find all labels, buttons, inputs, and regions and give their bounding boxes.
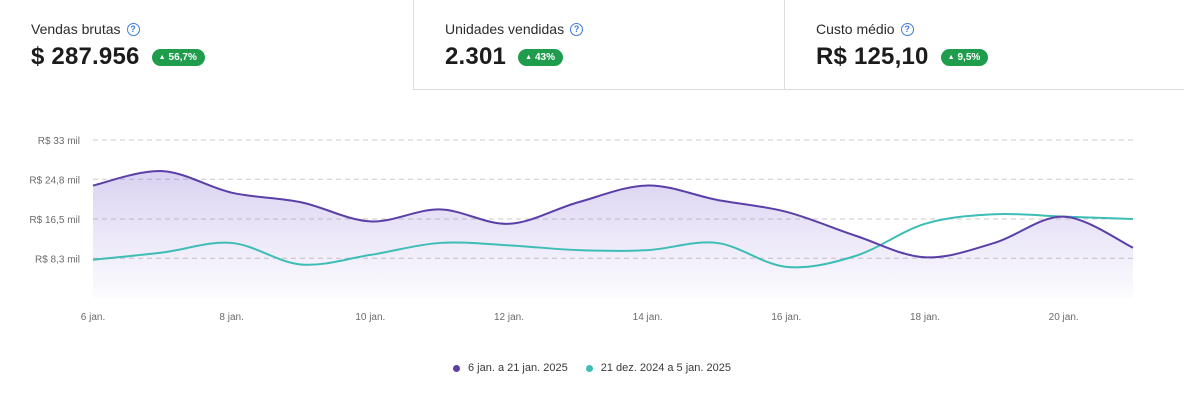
x-tick-label: 20 jan.	[1049, 312, 1079, 323]
kpi-value-line: $ 287.956 ▲ 56,7%	[31, 43, 205, 71]
x-tick-label: 18 jan.	[910, 312, 940, 323]
x-tick-label: 14 jan.	[633, 312, 663, 323]
kpi-label: Custo médio	[816, 21, 895, 37]
legend-item-previous[interactable]: 21 dez. 2024 a 5 jan. 2025	[585, 362, 731, 374]
kpi-value: R$ 125,10	[816, 43, 929, 70]
y-tick-label: R$ 16,5 mil	[29, 215, 80, 226]
x-tick-label: 8 jan.	[219, 312, 243, 323]
legend-item-current[interactable]: 6 jan. a 21 jan. 2025	[453, 362, 568, 374]
delta-badge: ▲ 56,7%	[151, 48, 205, 66]
kpi-label: Vendas brutas	[31, 21, 121, 37]
x-tick-label: 10 jan.	[355, 312, 385, 323]
legend-label-current: 6 jan. a 21 jan. 2025	[468, 362, 568, 374]
kpi-value-line: R$ 125,10 ▲ 9,5%	[816, 43, 989, 71]
chart-legend: 6 jan. a 21 jan. 2025 21 dez. 2024 a 5 j…	[0, 362, 1184, 374]
kpi-label-wrap: Vendas brutas ?	[31, 21, 140, 37]
sales-chart[interactable]: R$ 33 mil R$ 24,8 mil R$ 16,5 mil R$ 8,3 mi…	[0, 100, 1184, 340]
legend-dot-previous	[585, 364, 593, 372]
y-tick-label: R$ 8,3 mil	[35, 254, 80, 265]
x-tick-label: 6 jan.	[81, 312, 105, 323]
series-current-line	[92, 170, 1134, 259]
arrow-up-icon: ▲	[525, 53, 532, 61]
x-tick-label: 12 jan.	[494, 312, 524, 323]
kpi-label-wrap: Custo médio ?	[816, 21, 914, 37]
y-tick-label: R$ 24,8 mil	[29, 175, 80, 186]
kpi-card-units-sold[interactable]: Unidades vendidas ? 2.301 ▲ 43%	[413, 0, 785, 90]
kpi-value-line: 2.301 ▲ 43%	[445, 43, 564, 71]
delta-value: 9,5%	[957, 51, 981, 63]
x-tick-label: 16 jan.	[771, 312, 801, 323]
delta-badge: ▲ 9,5%	[940, 48, 989, 66]
kpi-card-average-cost[interactable]: Custo médio ? R$ 125,10 ▲ 9,5%	[784, 0, 1184, 90]
kpi-value: $ 287.956	[31, 43, 140, 70]
help-icon[interactable]: ?	[570, 22, 584, 36]
series-previous-line	[92, 212, 1134, 269]
delta-value: 56,7%	[168, 51, 197, 63]
y-tick-label: R$ 33 mil	[38, 136, 80, 147]
arrow-up-icon: ▲	[947, 53, 955, 61]
kpi-label: Unidades vendidas	[445, 21, 565, 37]
kpi-label-wrap: Unidades vendidas ?	[445, 21, 584, 37]
chart-svg: R$ 33 mil R$ 24,8 mil R$ 16,5 mil R$ 8,3 mi…	[29, 136, 1134, 323]
delta-badge: ▲ 43%	[518, 48, 564, 66]
legend-dot-current	[453, 364, 460, 372]
kpi-row: Vendas brutas ? $ 287.956 ▲ 56,7% Unidade…	[0, 0, 1184, 91]
arrow-up-icon: ▲	[158, 53, 166, 61]
kpi-value: 2.301	[445, 43, 507, 70]
delta-value: 43%	[535, 51, 556, 63]
help-icon[interactable]: ?	[126, 22, 140, 36]
help-icon[interactable]: ?	[900, 22, 914, 36]
series-current-area	[93, 171, 1133, 298]
kpi-card-gross-sales[interactable]: Vendas brutas ? $ 287.956 ▲ 56,7%	[0, 0, 413, 90]
legend-label-previous: 21 dez. 2024 a 5 jan. 2025	[600, 362, 731, 374]
